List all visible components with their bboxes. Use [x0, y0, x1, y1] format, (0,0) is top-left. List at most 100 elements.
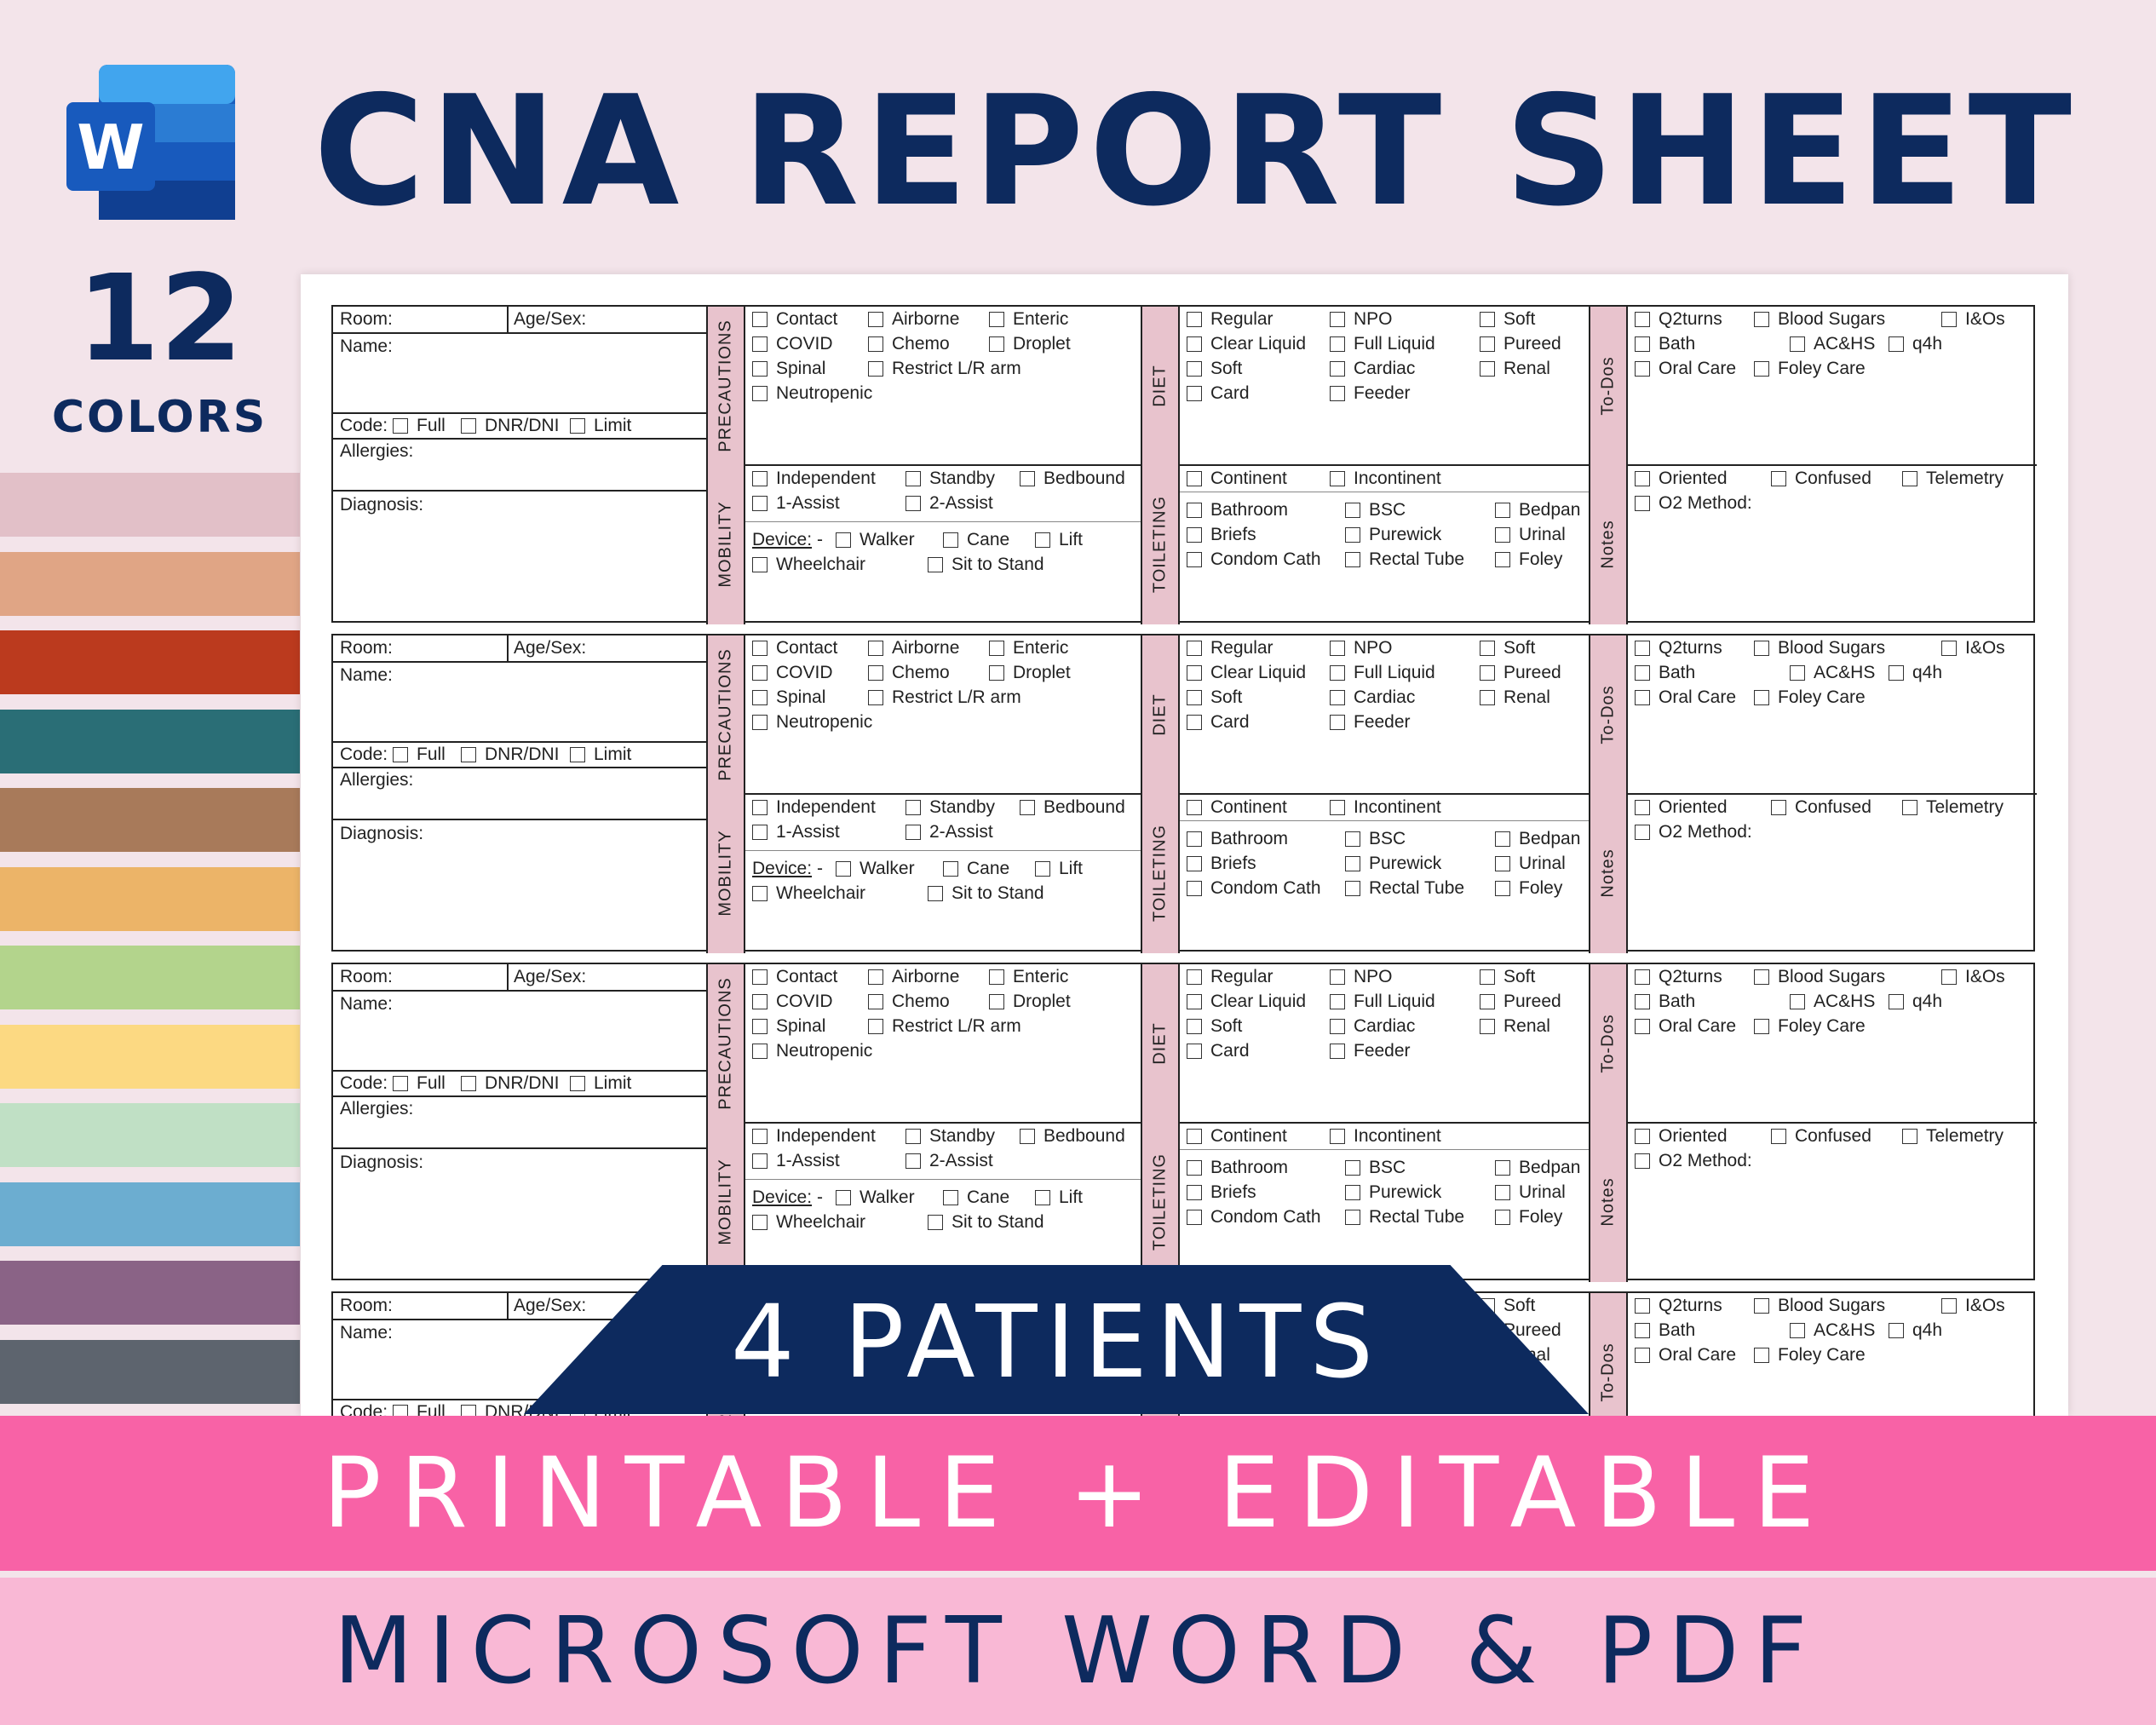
- checkbox[interactable]: [1754, 690, 1769, 705]
- checkbox[interactable]: [1495, 527, 1510, 543]
- checkbox[interactable]: [1187, 969, 1202, 985]
- checkbox-option[interactable]: AC&HS: [1790, 334, 1875, 354]
- checkbox-option[interactable]: Rectal Tube: [1345, 549, 1464, 570]
- checkbox-option[interactable]: O2 Method:: [1635, 822, 1752, 842]
- checkbox-option[interactable]: Q2turns: [1635, 967, 1722, 987]
- checkbox-option[interactable]: Bedpan: [1495, 500, 1580, 520]
- checkbox[interactable]: [1187, 665, 1202, 681]
- checkbox-option[interactable]: Bathroom: [1187, 1158, 1288, 1178]
- checkbox[interactable]: [868, 994, 883, 1009]
- checkbox-option[interactable]: Chemo: [868, 334, 950, 354]
- checkbox-option[interactable]: Foley: [1495, 1207, 1562, 1228]
- checkbox[interactable]: [1754, 312, 1769, 327]
- checkbox-option[interactable]: Droplet: [989, 334, 1071, 354]
- checkbox[interactable]: [836, 1190, 851, 1205]
- checkbox[interactable]: [1941, 1298, 1957, 1314]
- checkbox-option[interactable]: Foley Care: [1754, 1016, 1866, 1037]
- checkbox[interactable]: [906, 1153, 921, 1169]
- checkbox-option[interactable]: BSC: [1345, 829, 1406, 849]
- checkbox[interactable]: [1941, 969, 1957, 985]
- checkbox[interactable]: [1635, 336, 1650, 352]
- checkbox[interactable]: [1790, 994, 1805, 1009]
- checkbox[interactable]: [1330, 969, 1345, 985]
- checkbox[interactable]: [1330, 641, 1345, 656]
- checkbox-option[interactable]: Bathroom: [1187, 829, 1288, 849]
- checkbox-option[interactable]: Walker: [836, 1187, 915, 1208]
- checkbox-option[interactable]: Spinal: [752, 359, 825, 379]
- checkbox[interactable]: [1345, 856, 1360, 871]
- checkbox-option[interactable]: AC&HS: [1790, 1320, 1875, 1341]
- checkbox[interactable]: [1635, 800, 1650, 815]
- checkbox-option[interactable]: Rectal Tube: [1345, 878, 1464, 899]
- checkbox-option[interactable]: Standby: [906, 797, 995, 818]
- checkbox[interactable]: [868, 361, 883, 377]
- checkbox[interactable]: [1035, 532, 1050, 548]
- checkbox-option[interactable]: 1-Assist: [752, 822, 840, 842]
- checkbox[interactable]: [1187, 881, 1202, 896]
- checkbox-option[interactable]: Telemetry: [1902, 1126, 2004, 1147]
- checkbox[interactable]: [1330, 336, 1345, 352]
- checkbox-option[interactable]: Foley Care: [1754, 359, 1866, 379]
- checkbox[interactable]: [1187, 1160, 1202, 1176]
- checkbox[interactable]: [1495, 856, 1510, 871]
- checkbox[interactable]: [836, 861, 851, 877]
- checkbox-option[interactable]: Soft: [1187, 687, 1242, 708]
- checkbox[interactable]: [1480, 312, 1495, 327]
- checkbox[interactable]: [1187, 552, 1202, 567]
- checkbox[interactable]: [1889, 665, 1904, 681]
- checkbox[interactable]: [1790, 665, 1805, 681]
- checkbox-option[interactable]: Enteric: [989, 309, 1068, 330]
- checkbox-option[interactable]: Purewick: [1345, 525, 1441, 545]
- checkbox-option[interactable]: Incontinent: [1330, 469, 1441, 489]
- checkbox[interactable]: [1635, 665, 1650, 681]
- checkbox-option[interactable]: Cardiac: [1330, 359, 1415, 379]
- checkbox[interactable]: [1345, 881, 1360, 896]
- checkbox-option[interactable]: Condom Cath: [1187, 549, 1321, 570]
- checkbox[interactable]: [1941, 641, 1957, 656]
- checkbox-option[interactable]: Oral Care: [1635, 687, 1736, 708]
- checkbox[interactable]: [1480, 361, 1495, 377]
- checkbox-option[interactable]: Blood Sugars: [1754, 967, 1885, 987]
- checkbox-option[interactable]: Bedbound: [1020, 797, 1125, 818]
- checkbox-option[interactable]: COVID: [752, 334, 833, 354]
- checkbox[interactable]: [1187, 312, 1202, 327]
- checkbox[interactable]: [1020, 800, 1035, 815]
- checkbox-option[interactable]: Cardiac: [1330, 1016, 1415, 1037]
- checkbox[interactable]: [461, 747, 476, 762]
- checkbox-option[interactable]: Q2turns: [1635, 1296, 1722, 1316]
- checkbox-option[interactable]: Independent: [752, 797, 876, 818]
- checkbox[interactable]: [1187, 1129, 1202, 1144]
- checkbox-option[interactable]: Bedpan: [1495, 829, 1580, 849]
- checkbox-option[interactable]: Bath: [1635, 663, 1695, 683]
- checkbox-option[interactable]: Continent: [1187, 1126, 1287, 1147]
- checkbox[interactable]: [1495, 1160, 1510, 1176]
- checkbox[interactable]: [1187, 800, 1202, 815]
- checkbox[interactable]: [1495, 881, 1510, 896]
- checkbox-option[interactable]: Regular: [1187, 638, 1273, 658]
- checkbox[interactable]: [868, 312, 883, 327]
- checkbox-option[interactable]: q4h: [1889, 334, 1942, 354]
- checkbox-option[interactable]: Oriented: [1635, 469, 1728, 489]
- checkbox[interactable]: [1187, 1210, 1202, 1225]
- checkbox-option[interactable]: Oral Care: [1635, 1016, 1736, 1037]
- checkbox-option[interactable]: Feeder: [1330, 383, 1411, 404]
- checkbox-option[interactable]: Restrict L/R arm: [868, 359, 1021, 379]
- checkbox-option[interactable]: Condom Cath: [1187, 878, 1321, 899]
- checkbox[interactable]: [1754, 969, 1769, 985]
- checkbox[interactable]: [989, 641, 1004, 656]
- checkbox-option[interactable]: Bedbound: [1020, 1126, 1125, 1147]
- checkbox[interactable]: [868, 969, 883, 985]
- checkbox-option[interactable]: Purewick: [1345, 1182, 1441, 1203]
- checkbox-option[interactable]: Neutropenic: [752, 1041, 872, 1061]
- checkbox-option[interactable]: Incontinent: [1330, 1126, 1441, 1147]
- checkbox[interactable]: [1889, 994, 1904, 1009]
- checkbox[interactable]: [1187, 336, 1202, 352]
- checkbox-option[interactable]: Soft: [1480, 638, 1535, 658]
- checkbox-option[interactable]: Soft: [1480, 967, 1535, 987]
- checkbox-option[interactable]: 1-Assist: [752, 493, 840, 514]
- checkbox[interactable]: [752, 361, 768, 377]
- checkbox-option[interactable]: Restrict L/R arm: [868, 687, 1021, 708]
- checkbox-option[interactable]: Clear Liquid: [1187, 334, 1306, 354]
- checkbox[interactable]: [393, 1076, 408, 1091]
- checkbox-option[interactable]: NPO: [1330, 638, 1393, 658]
